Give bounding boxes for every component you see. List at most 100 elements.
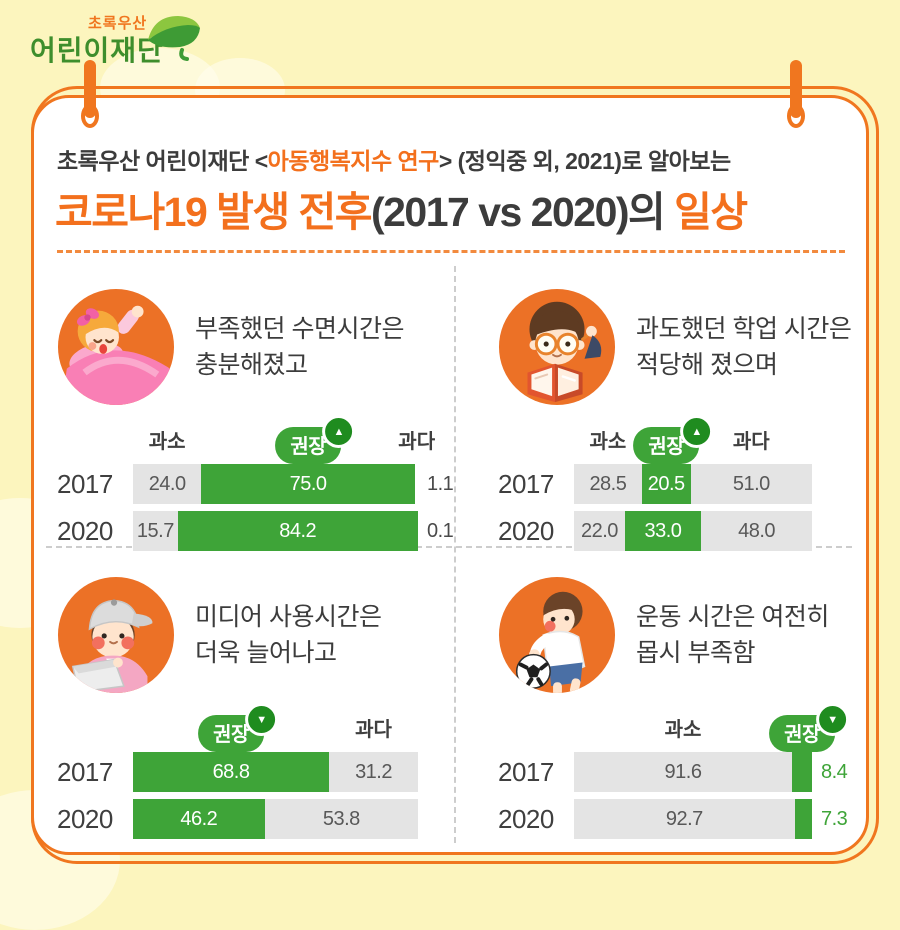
arrow-down-icon: ▼ (816, 703, 849, 736)
row-year-label: 2020 (498, 516, 574, 547)
bar-segment: 91.6 (574, 752, 792, 792)
column-label: 과소 (590, 420, 627, 464)
row-year-label: 2020 (57, 516, 133, 547)
bar-segment: 53.8 (265, 799, 418, 839)
row-year-label: 2020 (57, 804, 133, 835)
bar-segment: 28.5 (574, 464, 642, 504)
title-orange-2: 일상 (674, 189, 746, 235)
outside-value-label: 0.1 (427, 520, 453, 543)
arrow-down-icon: ▼ (245, 703, 278, 736)
bar-track: 92.7 (574, 799, 812, 839)
outside-value-label: 7.3 (821, 808, 847, 831)
bar-track: 91.6 (574, 752, 812, 792)
chart-column-headers: 권장▼ 과다 (133, 708, 418, 752)
recommended-badge: 권장▲ (633, 420, 699, 464)
row-year-label: 2017 (57, 469, 133, 500)
caption-line: 과도했던 학업 시간은 (636, 311, 851, 347)
row-year-label: 2017 (498, 469, 574, 500)
bar-segment: 15.7 (133, 511, 178, 551)
column-label: 과소 (149, 420, 186, 464)
bar-segment: 75.0 (201, 464, 415, 504)
bar-segment: 20.5 (642, 464, 691, 504)
badge-label: 권장▲ (633, 427, 699, 464)
row-year-label: 2020 (498, 804, 574, 835)
title-orange-1: 코로나19 발생 전후 (55, 189, 371, 235)
outside-value-label: 8.4 (821, 761, 847, 784)
row-year-label: 2017 (498, 757, 574, 788)
bar-segment: 48.0 (701, 511, 812, 551)
bar-segment: 84.2 (178, 511, 418, 551)
badge-label: 권장▼ (769, 715, 835, 752)
soccer-child-illustration (498, 576, 616, 694)
bar-segment: 33.0 (625, 511, 701, 551)
caption-line: 운동 시간은 여전히 (636, 599, 829, 635)
pushpin-left-icon (72, 60, 108, 130)
column-label: 과소 (665, 708, 702, 752)
recommended-badge: 권장▼ (198, 708, 264, 752)
intro-highlight: 아동행복지수 연구 (268, 148, 439, 174)
bar-segment: 46.2 (133, 799, 265, 839)
outside-value-label: 1.1 (427, 473, 453, 496)
laptop-child-illustration (57, 576, 175, 694)
recommended-badge: 권장▲ (275, 420, 341, 464)
bar-segment (415, 464, 418, 504)
caption-line: 몹시 부족함 (636, 635, 829, 671)
column-label: 과다 (733, 420, 770, 464)
caption-line: 더욱 늘어나고 (195, 635, 381, 671)
badge-label: 권장▼ (198, 715, 264, 752)
reading-child-illustration (498, 288, 616, 406)
intro-prefix: 초록우산 어린이재단 < (57, 148, 268, 174)
foundation-logo: 초록우산 어린이재단 (16, 6, 216, 68)
arrow-up-icon: ▲ (322, 415, 355, 448)
badge-label: 권장▲ (275, 427, 341, 464)
vertical-dashed-divider (454, 266, 456, 843)
bar-segment: 24.0 (133, 464, 201, 504)
sleeping-child-illustration (57, 288, 175, 406)
caption-line: 미디어 사용시간은 (195, 599, 381, 635)
title-dark: (2017 vs 2020)의 (371, 189, 674, 235)
bar-segment: 31.2 (329, 752, 418, 792)
bar-segment: 92.7 (574, 799, 795, 839)
orange-dashed-divider (57, 250, 845, 253)
bar-segment: 51.0 (691, 464, 812, 504)
bar-segment: 68.8 (133, 752, 329, 792)
row-year-label: 2017 (57, 757, 133, 788)
pushpin-right-icon (778, 60, 814, 130)
column-label: 과다 (398, 420, 435, 464)
column-label: 과다 (355, 708, 392, 752)
recommended-badge: 권장▼ (769, 708, 835, 752)
caption-line: 적당해 졌으며 (636, 347, 851, 383)
page-title: 코로나19 발생 전후(2017 vs 2020)의 일상 (55, 178, 747, 238)
bar-segment: 22.0 (574, 511, 625, 551)
intro-suffix: > (정익중 외, 2021)로 알아보는 (439, 148, 731, 174)
bar-segment (795, 799, 812, 839)
intro-line: 초록우산 어린이재단 <아동행복지수 연구> (정익중 외, 2021)로 알아… (57, 142, 731, 176)
